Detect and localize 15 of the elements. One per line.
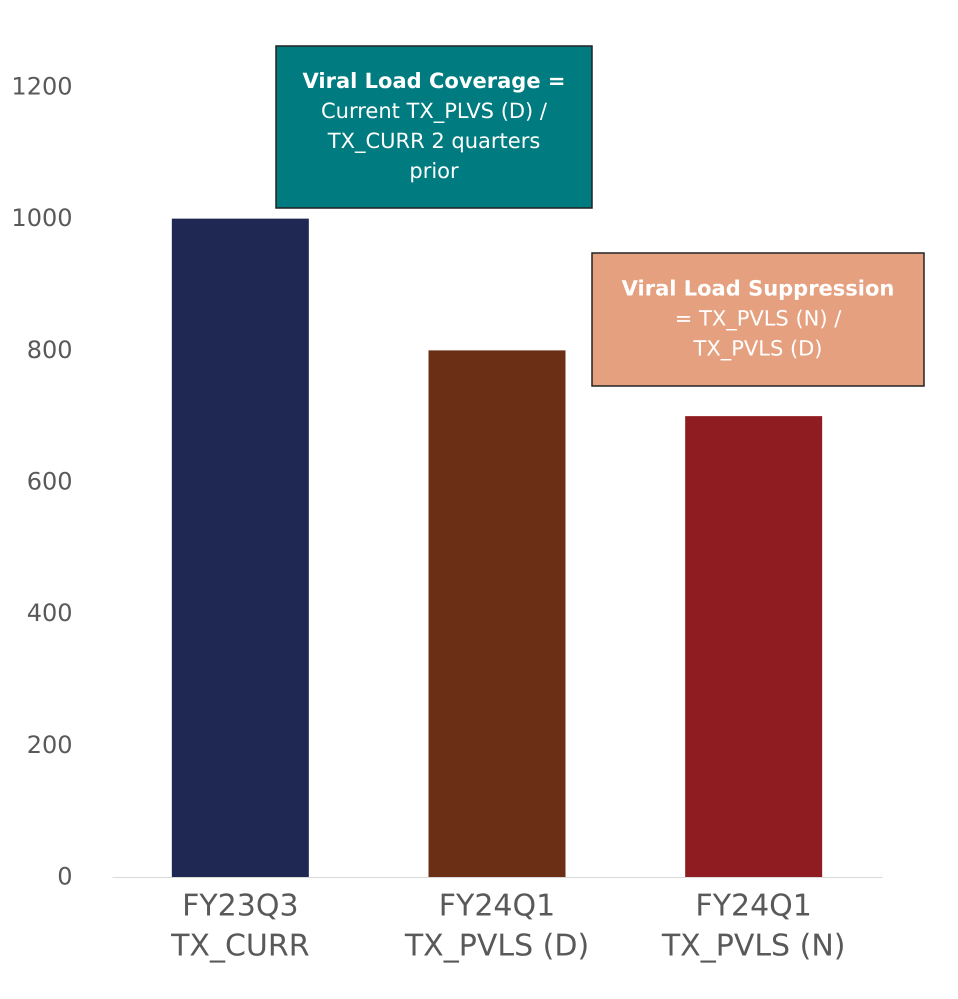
bar <box>428 350 566 877</box>
annotation: Viral Load Suppression = TX_PVLS (N) / TX_PVLS (D) <box>622 276 894 360</box>
y-tick-label: 400 <box>26 599 72 628</box>
x-tick-label: FY24Q1 TX_PVLS (D) <box>404 888 590 964</box>
y-tick-label: 600 <box>26 468 72 496</box>
y-tick-label: 200 <box>26 730 72 759</box>
x-tick-label: FY24Q1 TX_PVLS (N) <box>660 888 846 964</box>
bar <box>685 416 822 877</box>
y-tick-label: 800 <box>26 336 72 364</box>
y-tick-label: 1200 <box>11 72 72 100</box>
y-tick-label: 1000 <box>11 204 72 232</box>
y-tick-label: 0 <box>57 862 72 890</box>
annotation: Viral Load Coverage = Current TX_PLVS (D) / TX_CURR 2 quarters prior <box>302 69 566 183</box>
bar <box>172 218 309 877</box>
x-tick-label: FY23Q3 TX_CURR <box>170 888 310 964</box>
